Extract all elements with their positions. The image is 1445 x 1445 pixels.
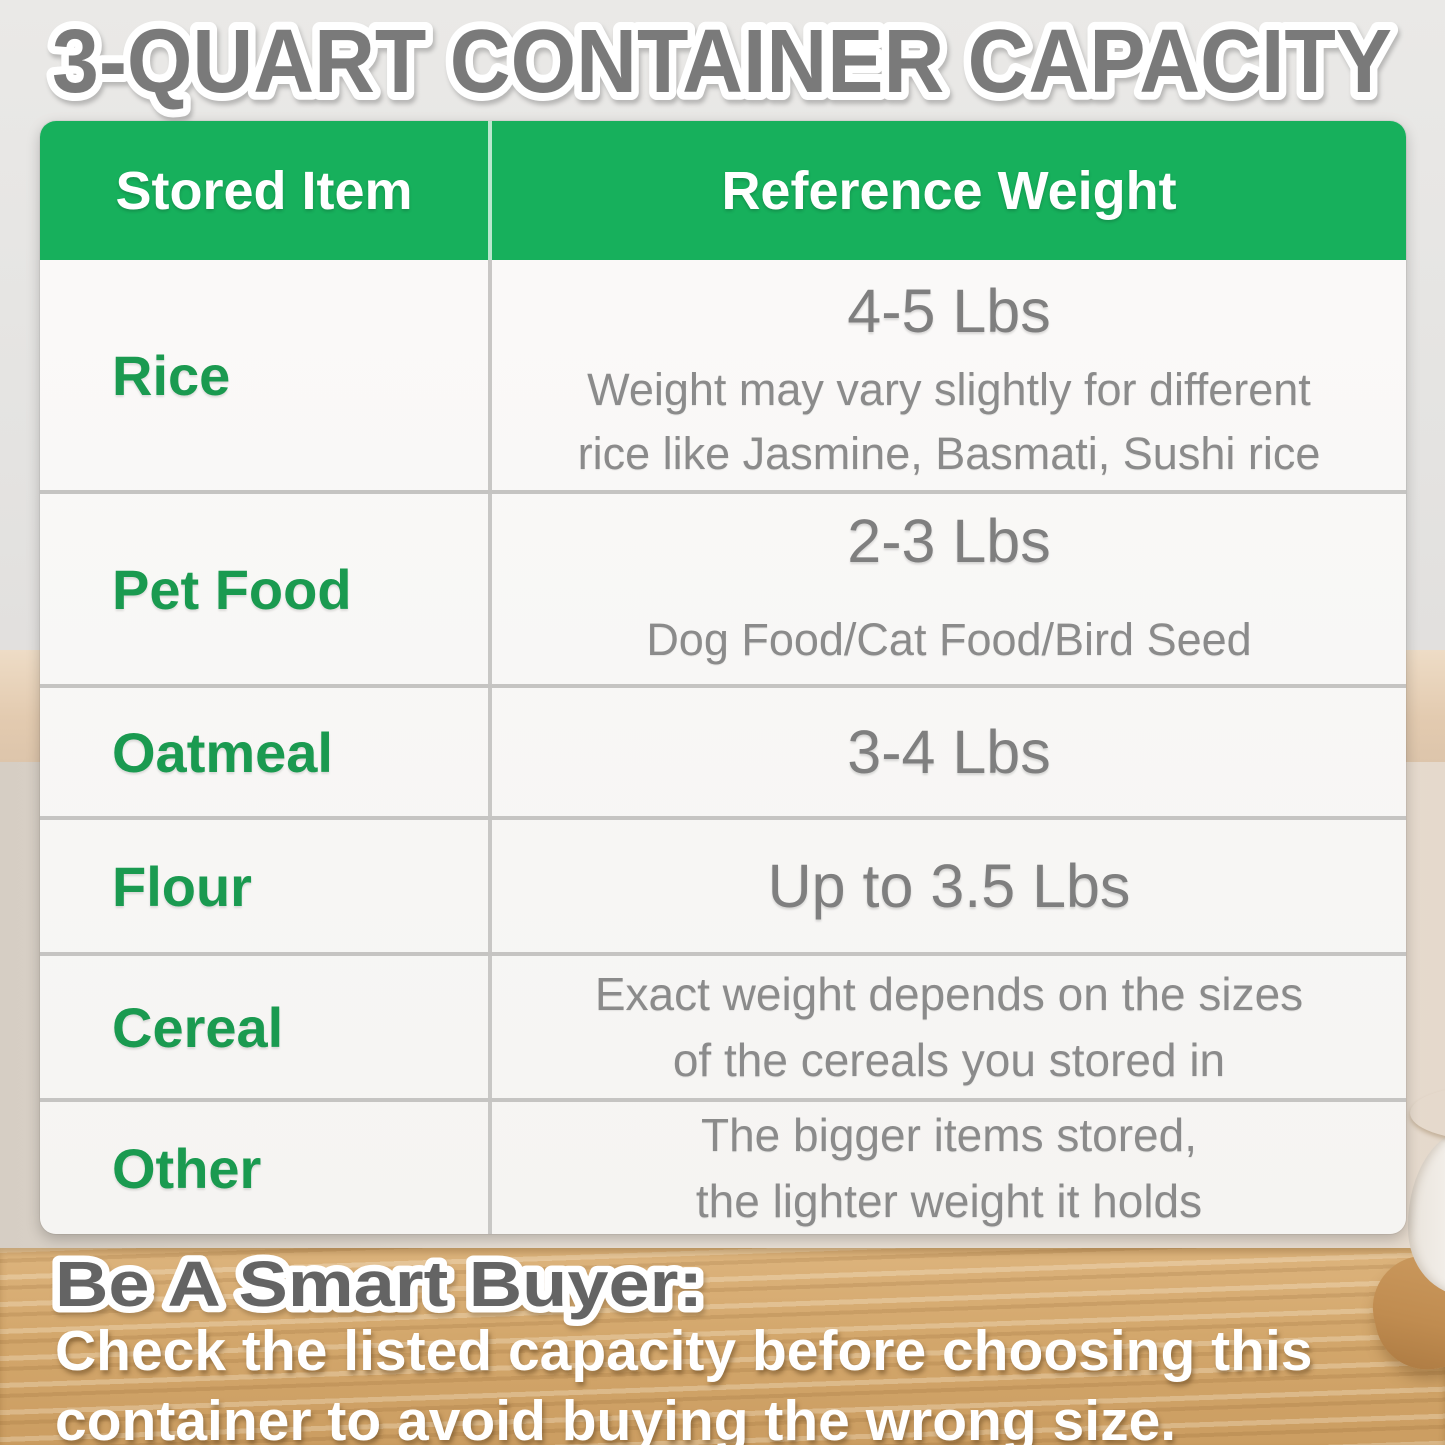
weight-note-line: The bigger items stored, [700,1109,1197,1161]
weight-note: The bigger items stored, the lighter wei… [696,1102,1202,1234]
item-label: Other [112,1136,262,1200]
weight-note: Dog Food/Cat Food/Bird Seed [646,614,1252,665]
item-label: Pet Food [112,557,352,621]
table-row-flour: Flour Up to 3.5 Lbs [40,816,1406,952]
footer-text-line-2: container to avoid buying the wrong size… [55,1389,1177,1445]
item-label: Flour [112,854,252,918]
weight-cell: The bigger items stored, the lighter wei… [492,1102,1406,1234]
table-row-pet-food: Pet Food 2-3 Lbs Dog Food/Cat Food/Bird … [40,490,1406,684]
header-cell-reference-weight: Reference Weight [721,160,1177,221]
item-label: Cereal [112,995,284,1059]
weight-cell: Exact weight depends on the sizes of the… [492,956,1406,1098]
table-row-cereal: Cereal Exact weight depends on the sizes… [40,952,1406,1098]
table-row-rice: Rice 4-5 Lbs Weight may vary slightly fo… [40,260,1406,490]
footer-text: Check the listed capacity before choosin… [55,1316,1415,1445]
weight-cell: 3-4 Lbs [492,688,1406,816]
weight-cell: 2-3 Lbs Dog Food/Cat Food/Bird Seed [492,494,1406,684]
weight-note-line: rice like Jasmine, Basmati, Sushi rice [577,428,1321,479]
item-label: Rice [112,343,231,407]
item-cell: Rice [40,260,492,490]
footer-heading: Be A Smart Buyer: [55,1248,703,1320]
item-cell: Cereal [40,956,492,1098]
table-row-other: Other The bigger items stored, the light… [40,1098,1406,1234]
weight-cell: Up to 3.5 Lbs [492,820,1406,952]
page-title: 3-QUART CONTAINER CAPACITY [52,12,1392,112]
item-cell: Oatmeal [40,688,492,816]
weight-note-line: of the cereals you stored in [672,1034,1226,1086]
wood-table-surface [0,1248,1445,1445]
item-label: Oatmeal [112,720,333,784]
header-cell-stored-item: Stored Item [40,121,492,260]
weight-value: 2-3 Lbs [847,507,1051,575]
weight-value: Up to 3.5 Lbs [767,852,1131,920]
weight-note-line: Weight may vary slightly for different [587,364,1311,415]
weight-value: 3-4 Lbs [847,718,1051,786]
weight-note: Weight may vary slightly for different r… [578,358,1321,486]
weight-cell: 4-5 Lbs Weight may vary slightly for dif… [492,260,1406,490]
footer-text-line-1: Check the listed capacity before choosin… [55,1319,1313,1383]
item-cell: Pet Food [40,494,492,684]
weight-note-line: Exact weight depends on the sizes [594,968,1304,1020]
weight-value: 4-5 Lbs [847,277,1051,345]
table-header-row: Stored Item Reference Weight [40,121,1406,260]
item-cell: Flour [40,820,492,952]
weight-note-line: the lighter weight it holds [695,1175,1203,1227]
table-row-oatmeal: Oatmeal 3-4 Lbs [40,684,1406,816]
item-cell: Other [40,1102,492,1234]
footer-heading-banner: Be A Smart Buyer: [49,1242,710,1327]
capacity-table: Stored Item Reference Weight Rice 4-5 Lb… [40,121,1406,1234]
title-banner: 3-QUART CONTAINER CAPACITY [44,4,1400,120]
weight-note: Exact weight depends on the sizes of the… [595,961,1303,1093]
